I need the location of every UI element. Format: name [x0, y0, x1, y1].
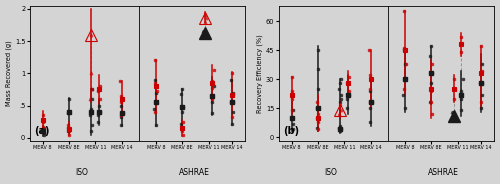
Text: ISO: ISO [76, 168, 88, 177]
Text: ASHRAE: ASHRAE [428, 168, 458, 177]
Y-axis label: Recovery Efficiency (%): Recovery Efficiency (%) [256, 34, 263, 113]
Text: (b): (b) [283, 126, 299, 136]
Text: ISO: ISO [324, 168, 338, 177]
Y-axis label: Mass Recovered (g): Mass Recovered (g) [6, 40, 12, 106]
Text: ASHRAE: ASHRAE [178, 168, 210, 177]
Text: (a): (a) [34, 126, 50, 136]
